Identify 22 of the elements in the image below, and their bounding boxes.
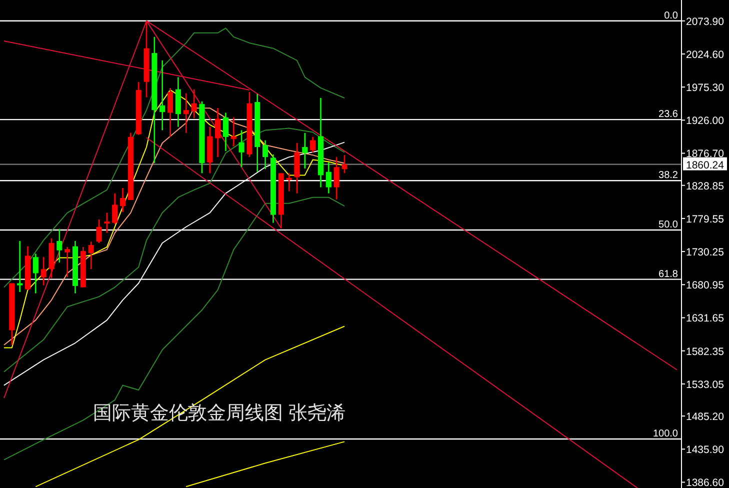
y-tick-label: 2024.60 [686,48,724,61]
y-tick-label: 1975.30 [686,82,724,94]
y-tick-label: 1631.65 [686,312,724,325]
y-tick-label: 1533.05 [686,378,724,391]
annotation: 23.6 [658,109,678,120]
annotation: 0.0 [664,10,678,22]
y-tick-label: 1485.20 [686,411,724,424]
annotation: 100.0 [652,428,678,440]
y-tick-label: 1386.60 [686,477,724,488]
annotation: 38.2 [658,170,678,182]
annotation: 61.8 [658,268,678,280]
y-tick-label: 1730.25 [686,246,724,259]
y-tick-label: 2073.90 [686,16,724,28]
ref-line-label: 1860.24 [686,159,724,172]
y-tick-label: 1435.90 [686,444,724,456]
y-tick-label: 1828.85 [686,180,724,192]
y-tick-label: 1926.00 [686,115,724,128]
annotation: 50.0 [658,219,678,230]
y-tick-label: 1582.35 [686,346,724,358]
y-tick-label: 1680.95 [686,280,724,292]
y-tick-label: 1876.70 [686,148,724,160]
y-tick-label: 1779.55 [686,213,724,226]
